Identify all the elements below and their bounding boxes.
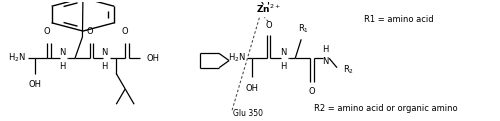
- Text: H: H: [59, 62, 65, 71]
- Text: O: O: [265, 21, 272, 30]
- Text: R2 = amino acid or organic amino: R2 = amino acid or organic amino: [314, 104, 458, 113]
- Text: OH: OH: [146, 54, 160, 63]
- Text: O: O: [44, 26, 51, 36]
- Text: OH: OH: [28, 80, 42, 89]
- Text: H$_2$N: H$_2$N: [228, 52, 246, 64]
- Text: H: H: [280, 62, 286, 71]
- Text: R1 = amino acid: R1 = amino acid: [364, 15, 434, 24]
- Text: O: O: [122, 26, 128, 36]
- Text: O: O: [86, 26, 93, 36]
- Text: Zn$^{2+}$: Zn$^{2+}$: [256, 3, 281, 15]
- Text: N: N: [59, 48, 65, 57]
- Text: OH: OH: [246, 84, 258, 93]
- Text: N: N: [322, 57, 329, 66]
- Text: H: H: [322, 45, 329, 54]
- Text: H: H: [102, 62, 108, 71]
- Text: O: O: [308, 87, 315, 96]
- Text: Glu 350: Glu 350: [232, 109, 262, 118]
- Text: H$_2$N: H$_2$N: [8, 52, 25, 64]
- Text: R$_2$: R$_2$: [344, 64, 354, 76]
- Text: N: N: [102, 48, 108, 57]
- Text: N: N: [280, 48, 286, 57]
- Text: R$_1$: R$_1$: [298, 22, 308, 35]
